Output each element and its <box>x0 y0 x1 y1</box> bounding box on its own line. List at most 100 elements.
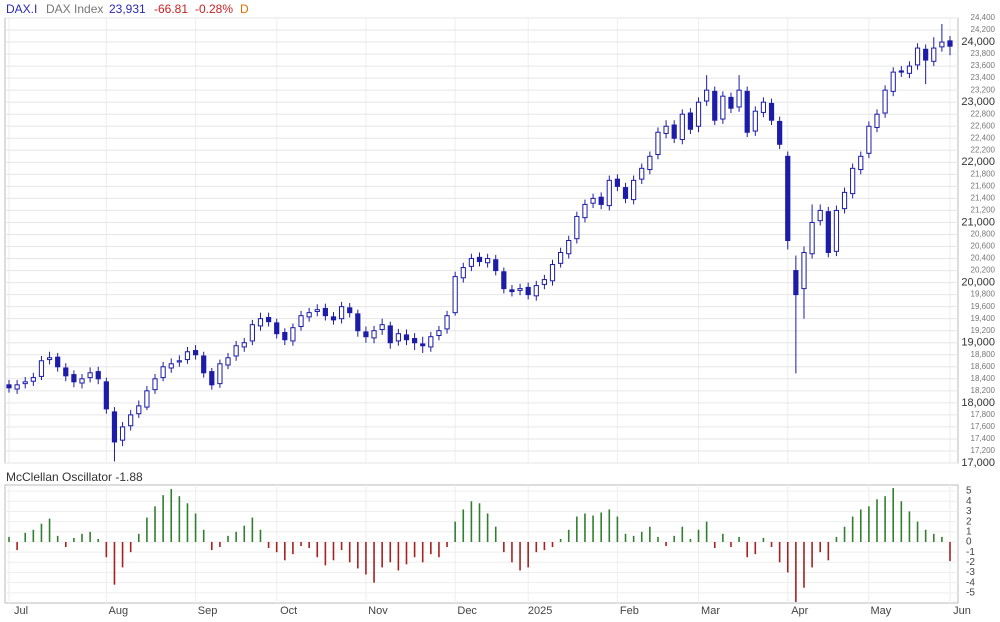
candle-body <box>95 371 101 380</box>
candle-body <box>103 381 109 410</box>
y-tick-label: 18,000 <box>961 397 995 409</box>
candle-body <box>777 120 783 145</box>
candle-body <box>152 378 158 391</box>
x-tick-label: Apr <box>791 605 808 617</box>
candle-body <box>363 331 369 338</box>
candle-body <box>793 270 799 296</box>
candle-body <box>144 390 150 408</box>
y-tick-label: -2 <box>966 557 975 568</box>
x-tick-label: Oct <box>280 605 297 617</box>
candle-body <box>501 271 507 290</box>
candle-body <box>914 47 921 66</box>
candle-body <box>387 325 393 344</box>
candle-body <box>825 211 831 254</box>
y-tick-label: -3 <box>966 567 975 578</box>
index-name: DAX Index <box>46 2 103 16</box>
candle-body <box>582 203 588 219</box>
candle-body <box>176 360 182 363</box>
candle-body <box>752 110 758 132</box>
candle-body <box>428 336 434 348</box>
y-tick-label: 23,400 <box>971 73 996 82</box>
candle-body <box>46 357 53 361</box>
candle-body <box>704 89 710 102</box>
y-tick-label: 17,400 <box>971 434 996 443</box>
x-tick-label: May <box>870 605 891 617</box>
candle-body <box>509 289 515 293</box>
candle-body <box>947 40 953 47</box>
candle-body <box>330 316 337 321</box>
x-tick-label: Mar <box>701 605 720 617</box>
candle-body <box>160 366 166 379</box>
candle-body <box>412 338 418 344</box>
candle-body <box>663 125 669 134</box>
candle-body <box>882 89 888 114</box>
y-tick-label: 20,400 <box>971 254 996 263</box>
y-tick-label: 23,000 <box>961 96 995 108</box>
last-price: 23,931 <box>109 2 146 16</box>
candle-body <box>241 342 247 348</box>
y-tick-label: 18,200 <box>971 386 996 395</box>
candle-body <box>22 381 28 385</box>
candle-body <box>436 330 442 337</box>
candle-body <box>444 315 450 330</box>
x-tick-label: Dec <box>457 605 477 617</box>
y-tick-label: -4 <box>966 577 975 588</box>
candle-body <box>225 357 231 366</box>
candle-body <box>347 307 353 314</box>
candle-body <box>712 90 718 121</box>
candle-body <box>558 252 564 264</box>
candle-body <box>744 90 750 133</box>
candle-body <box>338 306 345 320</box>
candle-body <box>322 307 328 317</box>
candle-body <box>79 378 85 384</box>
candle-body <box>801 252 807 290</box>
candle-body <box>184 351 191 361</box>
candle-body <box>38 360 45 377</box>
candle-body <box>687 112 694 130</box>
candle-body <box>87 372 93 379</box>
candle-body <box>720 95 726 120</box>
candle-body <box>476 256 483 263</box>
oscillator-title: McClellan Oscillator -1.88 <box>6 470 143 484</box>
candle-body <box>14 384 20 390</box>
y-tick-label: 2 <box>966 516 972 527</box>
candle-body <box>111 411 118 443</box>
symbol: DAX.I <box>6 2 37 16</box>
candle-body <box>257 318 264 327</box>
candle-body <box>841 191 848 210</box>
candle-body <box>217 363 223 385</box>
candle-body <box>736 89 742 108</box>
candle-body <box>533 285 539 297</box>
candle-body <box>30 377 36 382</box>
y-tick-label: 20,600 <box>971 242 996 251</box>
x-tick-label: Sep <box>198 605 218 617</box>
candle-body <box>858 155 864 171</box>
x-tick-label: Feb <box>620 605 639 617</box>
candle-body <box>355 313 361 332</box>
y-tick-label: 24,200 <box>971 25 996 34</box>
candle-body <box>639 167 645 180</box>
candle-body <box>809 221 815 255</box>
candle-body <box>906 65 913 74</box>
y-tick-label: 4 <box>966 496 972 507</box>
candle-body <box>760 101 767 113</box>
candle-body <box>274 322 280 335</box>
y-tick-label: 22,600 <box>971 121 996 130</box>
oscillator-panel <box>4 484 959 604</box>
candle-body <box>168 363 174 369</box>
y-tick-label: 18,800 <box>971 350 996 359</box>
candle-body <box>890 71 896 92</box>
candle-body <box>71 374 77 383</box>
candle-body <box>379 324 385 330</box>
change-pct: -0.28% <box>195 2 233 16</box>
y-tick-label: 20,000 <box>961 277 995 289</box>
candle-body <box>55 356 61 368</box>
candle-body <box>265 316 272 323</box>
candle-body <box>606 179 612 207</box>
y-tick-label: 17,200 <box>971 446 996 455</box>
candle-body <box>614 178 621 187</box>
candle-body <box>233 345 239 357</box>
candle-body <box>541 279 547 285</box>
candle-body <box>647 155 653 171</box>
